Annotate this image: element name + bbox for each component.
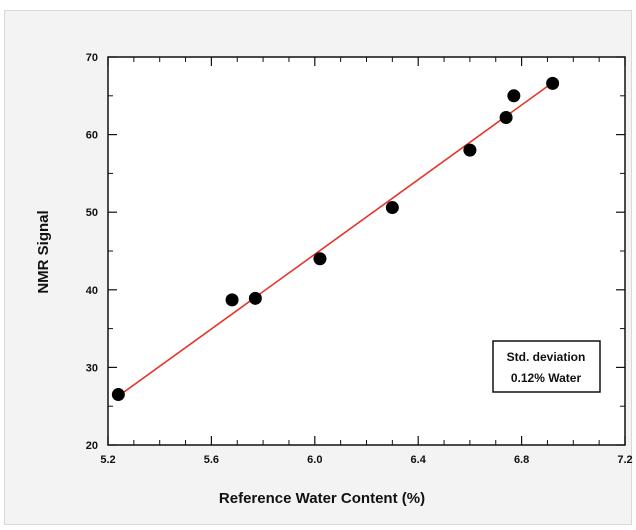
y-tick-label: 20 xyxy=(86,440,98,452)
annotation-box: Std. deviation 0.12% Water xyxy=(492,340,601,393)
annotation-line-1: Std. deviation xyxy=(507,350,586,364)
data-point xyxy=(507,89,521,103)
data-point xyxy=(463,143,477,157)
y-tick-label: 70 xyxy=(86,52,98,64)
y-axis-title: NMR Signal xyxy=(35,210,52,293)
data-point xyxy=(225,293,239,307)
data-point xyxy=(313,252,327,266)
data-point xyxy=(248,291,262,305)
y-tick-label: 60 xyxy=(86,130,98,142)
data-point xyxy=(546,76,560,90)
x-tick-label: 6.8 xyxy=(514,454,529,466)
x-tick-label: 5.6 xyxy=(204,454,219,466)
x-tick-label: 7.2 xyxy=(617,454,632,466)
x-axis-title: Reference Water Content (%) xyxy=(219,490,425,507)
annotation-line-2: 0.12% Water xyxy=(511,371,582,385)
y-tick-label: 30 xyxy=(86,362,98,374)
x-tick-label: 6.4 xyxy=(411,454,427,466)
y-tick-label: 40 xyxy=(86,285,98,297)
x-tick-label: 6.0 xyxy=(307,454,322,466)
data-point xyxy=(111,388,125,402)
data-point xyxy=(385,201,399,215)
x-tick-label: 5.2 xyxy=(100,454,115,466)
regression-line xyxy=(117,81,554,397)
data-point xyxy=(499,111,513,125)
y-tick-label: 50 xyxy=(86,207,98,219)
